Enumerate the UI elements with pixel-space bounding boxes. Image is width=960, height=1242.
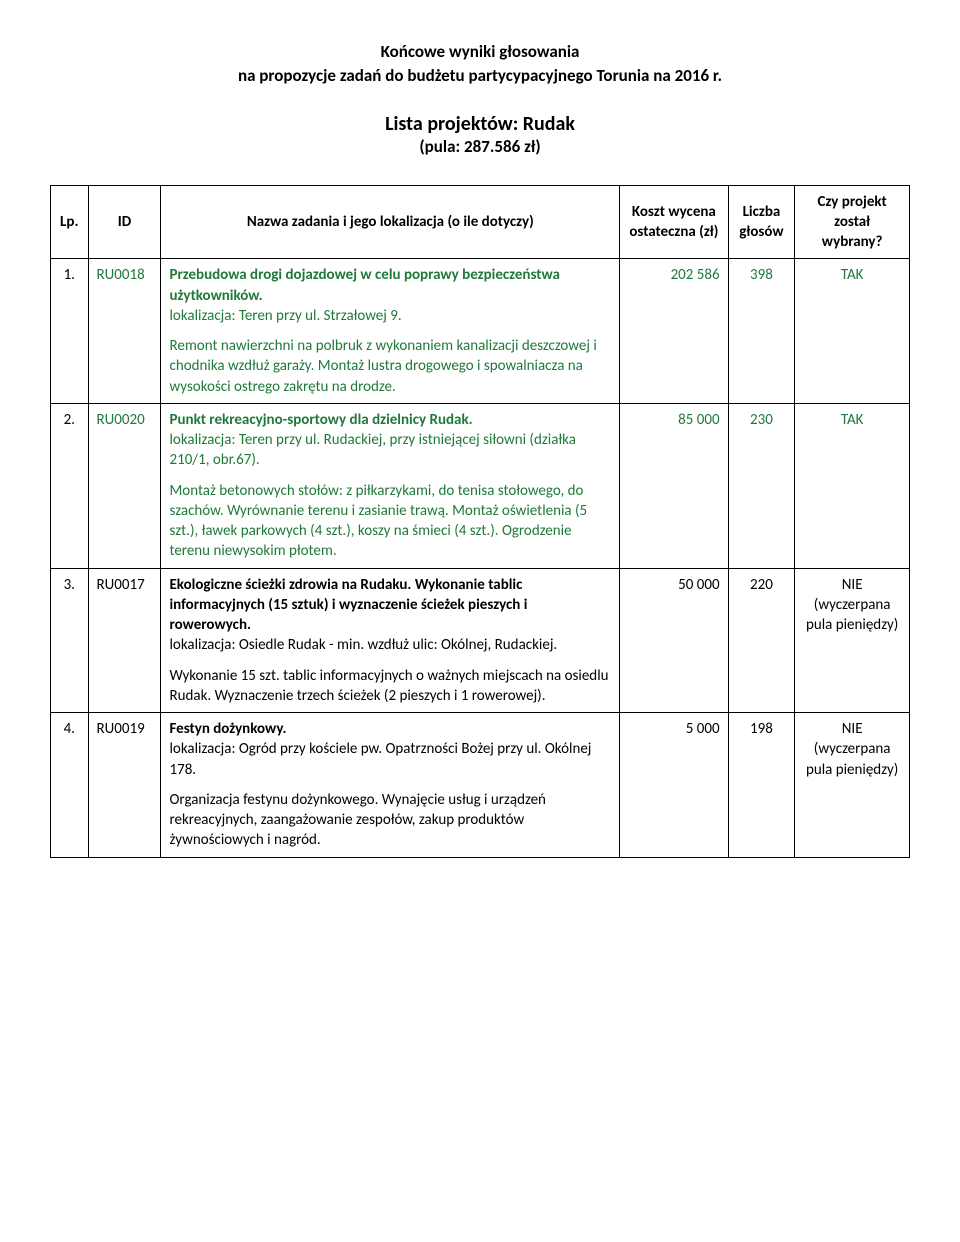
col-cost: Koszt wycena ostateczna (zł) — [620, 185, 728, 259]
title-line-2: na propozycje zadań do budżetu partycypa… — [50, 64, 910, 88]
spacer — [169, 326, 611, 336]
cell-id: RU0020 — [88, 403, 161, 568]
cell-cost: 5 000 — [620, 713, 728, 858]
cell-lp: 4. — [51, 713, 89, 858]
cell-id: RU0019 — [88, 713, 161, 858]
task-location: lokalizacja: Teren przy ul. Strzałowej 9… — [169, 307, 401, 325]
cell-votes: 398 — [728, 259, 795, 404]
cell-id: RU0017 — [88, 568, 161, 713]
table-row: 1.RU0018Przebudowa drogi dojazdowej w ce… — [51, 259, 910, 404]
col-selected: Czy projekt został wybrany? — [795, 185, 910, 259]
table-row: 2.RU0020 Punkt rekreacyjno-sportowy dla d… — [51, 403, 910, 568]
list-header: Lista projektów: Rudak (pula: 287.586 zł… — [50, 112, 910, 157]
task-location: lokalizacja: Ogród przy kościele pw. Opa… — [169, 740, 591, 778]
col-lp: Lp. — [51, 185, 89, 259]
cell-selected: TAK — [795, 259, 910, 404]
cell-cost: 202 586 — [620, 259, 728, 404]
task-title: Festyn dożynkowy. — [169, 720, 286, 738]
list-title: Lista projektów: Rudak — [50, 112, 910, 136]
task-location: lokalizacja: Osiedle Rudak - min. wzdłuż… — [169, 636, 557, 654]
task-description: Organizacja festynu dożynkowego. Wynajęc… — [169, 790, 611, 851]
title-line-1: Końcowe wyniki głosowania — [50, 40, 910, 64]
list-subtitle: (pula: 287.586 zł) — [50, 136, 910, 157]
cell-selected: NIE (wyczerpana pula pieniędzy) — [795, 713, 910, 858]
document-title: Końcowe wyniki głosowania na propozycje … — [50, 40, 910, 88]
cell-lp: 3. — [51, 568, 89, 713]
cell-votes: 230 — [728, 403, 795, 568]
task-title: Ekologiczne ścieżki zdrowia na Rudaku. W… — [169, 576, 527, 635]
cell-description: Festyn dożynkowy. lokalizacja: Ogród przy… — [161, 713, 620, 858]
task-description: Montaż betonowych stołów: z piłkarzykami… — [169, 481, 611, 562]
table-header-row: Lp. ID Nazwa zadania i jego lokalizacja … — [51, 185, 910, 259]
cell-id: RU0018 — [88, 259, 161, 404]
cell-description: Ekologiczne ścieżki zdrowia na Rudaku. W… — [161, 568, 620, 713]
cell-description: Punkt rekreacyjno-sportowy dla dzielnicy… — [161, 403, 620, 568]
cell-votes: 198 — [728, 713, 795, 858]
cell-votes: 220 — [728, 568, 795, 713]
col-id: ID — [88, 185, 161, 259]
cell-lp: 2. — [51, 403, 89, 568]
task-description: Wykonanie 15 szt. tablic informacyjnych … — [169, 666, 611, 707]
col-name: Nazwa zadania i jego lokalizacja (o ile … — [161, 185, 620, 259]
spacer — [169, 780, 611, 790]
task-location: lokalizacja: Teren przy ul. Rudackiej, p… — [169, 431, 575, 469]
spacer — [169, 471, 611, 481]
cell-selected: NIE (wyczerpana pula pieniędzy) — [795, 568, 910, 713]
task-title: Przebudowa drogi dojazdowej w celu popra… — [169, 266, 559, 304]
table-row: 3.RU0017Ekologiczne ścieżki zdrowia na R… — [51, 568, 910, 713]
spacer — [169, 656, 611, 666]
table-row: 4.RU0019 Festyn dożynkowy. lokalizacja: Og… — [51, 713, 910, 858]
task-description: Remont nawierzchni na polbruk z wykonani… — [169, 336, 611, 397]
cell-selected: TAK — [795, 403, 910, 568]
cell-cost: 50 000 — [620, 568, 728, 713]
task-title: Punkt rekreacyjno-sportowy dla dzielnicy… — [169, 411, 472, 429]
projects-table: Lp. ID Nazwa zadania i jego lokalizacja … — [50, 185, 910, 858]
col-votes: Liczba głosów — [728, 185, 795, 259]
cell-cost: 85 000 — [620, 403, 728, 568]
cell-lp: 1. — [51, 259, 89, 404]
cell-description: Przebudowa drogi dojazdowej w celu popra… — [161, 259, 620, 404]
